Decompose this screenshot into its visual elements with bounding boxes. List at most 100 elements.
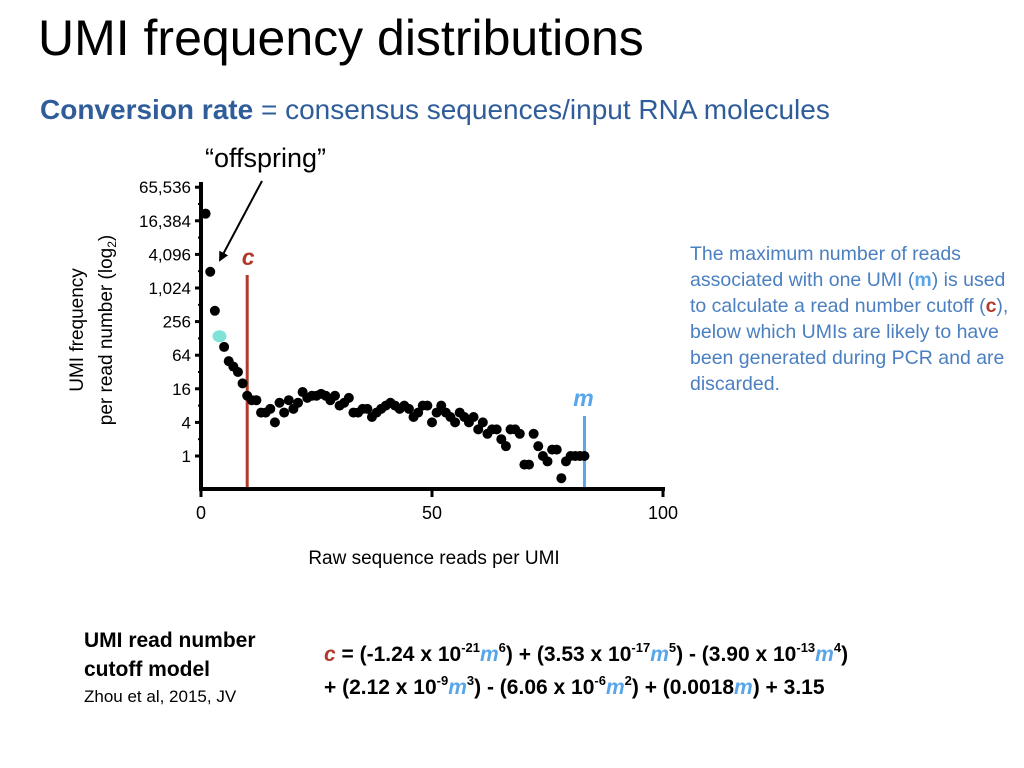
formula-exp: -21 — [461, 640, 480, 655]
formula-text: ) - (6.06 x 10 — [474, 676, 595, 699]
formula-exp: 2 — [624, 673, 632, 688]
x-tick-label: 50 — [422, 503, 442, 523]
note-part2: ) is used to calculate a read number cut… — [690, 269, 1006, 317]
formula-text: = (-1.24 x 10 — [335, 643, 462, 666]
formula-text: ) — [841, 643, 849, 666]
y-tick-label: 256 — [163, 313, 191, 332]
formula-exp: -13 — [796, 640, 816, 655]
formula-text: ) + (3.53 x 10 — [505, 643, 632, 666]
y-axis-label-close: ) — [96, 235, 117, 241]
data-point — [279, 407, 290, 418]
model-title: UMI read number cutoff model — [84, 629, 256, 681]
data-point — [251, 395, 262, 406]
x-ticks: 0 50 100 — [196, 489, 678, 523]
cutoff-formula: c = (-1.24 x 10-21m6) + (3.53 x 10-17m5)… — [324, 638, 848, 704]
data-point — [362, 403, 373, 414]
note-part3: ), below which UMIs are likely to have b… — [690, 295, 1009, 395]
formula-text: ) + 3.15 — [752, 676, 825, 699]
note-part1: The maximum number of reads associated w… — [690, 243, 961, 291]
data-point — [524, 459, 535, 470]
data-point — [269, 417, 280, 428]
formula-exp: 3 — [466, 673, 475, 688]
data-point — [514, 428, 525, 439]
y-ticks: 1 4 16 64 256 1,024 4,096 16,384 65,536 — [139, 178, 203, 466]
formula-text: + (2.12 x 10 — [324, 676, 437, 699]
data-point — [219, 341, 230, 352]
data-point — [205, 266, 216, 277]
data-point — [450, 417, 461, 428]
highlight-point — [212, 330, 227, 343]
data-point — [283, 395, 294, 406]
formula-m: m — [734, 676, 753, 699]
formula-m: m — [605, 676, 625, 699]
formula-exp: 6 — [498, 640, 506, 655]
y-tick-label: 4 — [182, 413, 191, 432]
y-tick-label: 4,096 — [148, 245, 191, 264]
data-point — [477, 417, 488, 428]
chart-axes — [199, 182, 665, 491]
formula-exp: 5 — [668, 640, 677, 655]
data-point — [293, 397, 304, 408]
data-point — [579, 451, 590, 461]
slide-subtitle: Conversion rate = consensus sequences/in… — [40, 92, 830, 128]
formula-exp: -17 — [631, 640, 651, 655]
formula-exp: -9 — [436, 673, 449, 688]
data-point — [200, 208, 211, 219]
reference-lines: cm — [242, 244, 594, 487]
formula-exp: -6 — [594, 673, 606, 688]
y-axis-label-line2: per read number (log — [96, 248, 117, 425]
data-points — [200, 208, 590, 484]
data-point — [329, 390, 340, 401]
m-max-label: m — [573, 385, 593, 411]
data-point — [237, 378, 248, 389]
y-tick-label: 16 — [172, 380, 191, 399]
y-axis-label: UMI frequency — [67, 268, 88, 392]
data-point — [500, 441, 511, 452]
slide-title: UMI frequency distributions — [38, 10, 644, 66]
data-point — [533, 441, 544, 452]
data-point — [403, 403, 414, 414]
data-point — [274, 397, 285, 408]
formula-line-2: + (2.12 x 10-9m3) - (6.06 x 10-6m2) + (0… — [324, 671, 848, 704]
formula-m: m — [815, 643, 834, 666]
c-cutoff-label: c — [242, 244, 255, 270]
x-tick-label: 0 — [196, 503, 206, 523]
formula-exp: 4 — [833, 640, 842, 655]
offspring-arrow — [219, 180, 263, 262]
y-tick-label: 1 — [182, 447, 191, 466]
formula-text: ) - (3.90 x 10 — [676, 643, 797, 666]
data-point — [491, 424, 502, 435]
x-axis-label: Raw sequence reads per UMI — [308, 548, 559, 569]
formula-m: m — [479, 643, 499, 666]
y-tick-label: 64 — [172, 346, 191, 365]
umi-frequency-chart: 1 4 16 64 256 1,024 4,096 16,384 65,536 0 50 100 c… — [67, 178, 678, 569]
subtitle-rest: = consensus sequences/input RNA molecule… — [253, 94, 830, 125]
y-tick-label: 65,536 — [139, 178, 191, 197]
y-tick-label: 16,384 — [139, 212, 191, 231]
data-point — [528, 428, 539, 439]
y-tick-label: 1,024 — [148, 279, 191, 298]
note-m: m — [914, 269, 932, 291]
data-point — [542, 456, 553, 467]
y-axis-label-2: per read number (log2) — [96, 235, 119, 425]
data-point — [422, 400, 433, 411]
data-point — [209, 305, 220, 316]
y-axis-label-line1: UMI frequency — [67, 268, 88, 392]
formula-c: c — [324, 643, 336, 666]
formula-line-1: c = (-1.24 x 10-21m6) + (3.53 x 10-17m5)… — [324, 638, 848, 671]
formula-m: m — [650, 643, 669, 666]
offspring-callout: “offspring” — [205, 143, 327, 173]
data-point — [343, 392, 354, 403]
data-point — [468, 411, 479, 422]
x-tick-label: 100 — [648, 503, 678, 523]
data-point — [265, 403, 276, 414]
model-citation: Zhou et al, 2015, JV — [84, 687, 237, 706]
subtitle-bold: Conversion rate — [40, 94, 254, 125]
note-c: c — [985, 295, 997, 317]
formula-m: m — [448, 676, 467, 699]
data-point — [232, 367, 243, 377]
formula-text: ) + (0.0018 — [631, 676, 735, 699]
data-point — [551, 444, 562, 455]
y-axis-label-sub: 2 — [105, 241, 119, 248]
explanation-note: The maximum number of reads associated w… — [690, 241, 1010, 397]
